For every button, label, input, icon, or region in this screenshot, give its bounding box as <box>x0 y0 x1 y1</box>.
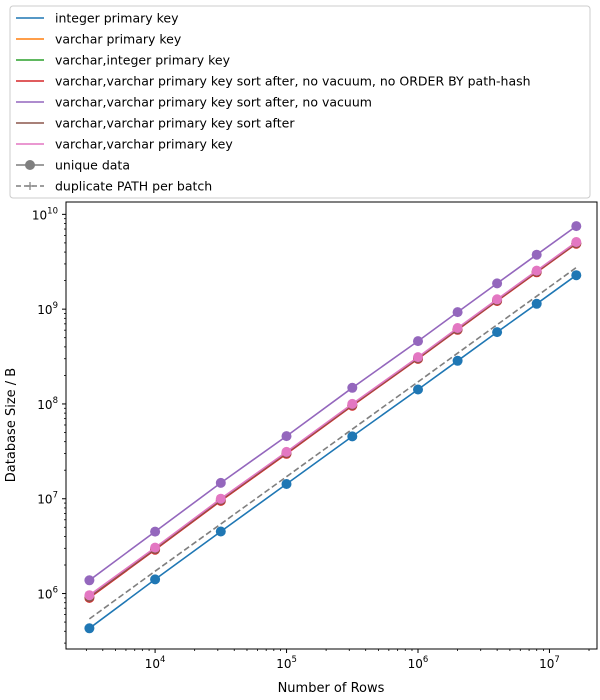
axis-ticks: 104 105 106 107 106 107 108 109 1010 <box>32 206 590 671</box>
series-point <box>452 307 463 318</box>
series-point <box>452 323 463 333</box>
series-point <box>492 278 503 289</box>
series-point <box>571 237 582 247</box>
tick-label: 106 <box>408 655 429 671</box>
series-point <box>281 479 292 489</box>
plot-area <box>84 221 582 634</box>
series-point <box>215 477 226 488</box>
series-point <box>150 542 161 553</box>
legend-label: varchar,varchar primary key sort after <box>55 116 295 131</box>
series-point <box>215 526 226 537</box>
series-point <box>281 446 292 457</box>
tick-label: 108 <box>37 396 58 412</box>
legend-label: integer primary key <box>55 11 179 26</box>
series-point <box>571 221 582 232</box>
series-point <box>413 352 423 363</box>
series-point <box>150 526 161 537</box>
series-line <box>88 243 577 599</box>
series-line <box>88 242 577 598</box>
legend-label: varchar,varchar primary key <box>55 137 233 152</box>
series-point <box>347 398 358 409</box>
series-point <box>84 623 95 634</box>
series-point <box>347 382 358 393</box>
legend-label: duplicate PATH per batch <box>55 179 212 194</box>
series-point <box>531 265 542 276</box>
legend: integer primary key varchar primary key va… <box>9 5 591 199</box>
series-point <box>150 574 161 585</box>
series-point <box>413 336 423 347</box>
series-point <box>492 327 503 338</box>
tick-label: 109 <box>37 301 58 317</box>
series-point <box>84 590 95 601</box>
legend-label: unique data <box>55 158 130 173</box>
series-point <box>215 493 226 504</box>
series-point <box>571 270 582 281</box>
series-point <box>347 431 358 442</box>
series-line <box>88 241 577 596</box>
tick-label: 104 <box>145 655 166 671</box>
series-point <box>281 431 292 442</box>
tick-label: 107 <box>37 491 58 507</box>
legend-label: varchar,integer primary key <box>55 53 231 68</box>
series-point <box>531 249 542 260</box>
legend-label: varchar,varchar primary key sort after, … <box>55 74 531 89</box>
series-point <box>413 384 423 395</box>
series-point <box>452 355 463 366</box>
series-line <box>88 225 577 581</box>
legend-label: varchar primary key <box>55 32 182 47</box>
legend-marker <box>25 160 35 170</box>
axes-frame <box>65 201 598 650</box>
series-point <box>84 575 95 586</box>
series-line <box>88 274 577 629</box>
series-point <box>531 298 542 309</box>
x-axis-label: Number of Rows <box>278 681 385 696</box>
tick-label: 105 <box>276 655 297 671</box>
series-line <box>88 266 577 620</box>
tick-label: 107 <box>539 655 560 671</box>
legend-box <box>9 5 591 199</box>
tick-label: 106 <box>37 586 58 602</box>
legend-label: varchar,varchar primary key sort after, … <box>55 95 372 110</box>
y-axis-label: Database Size / B <box>4 368 19 482</box>
tick-label: 1010 <box>32 206 58 222</box>
series-point <box>492 294 503 305</box>
